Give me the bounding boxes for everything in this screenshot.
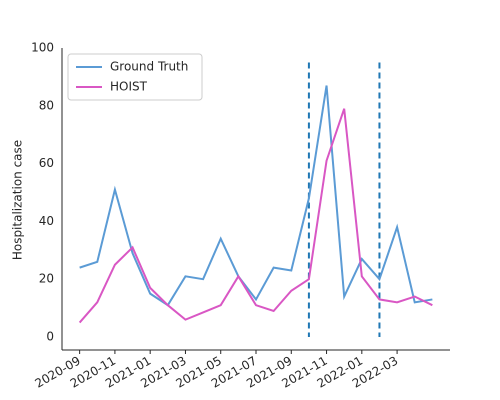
y-tick-label: 60: [39, 156, 54, 170]
y-tick-label: 0: [46, 329, 54, 343]
y-tick-label: 100: [31, 41, 54, 55]
y-tick-label: 20: [39, 272, 54, 286]
y-tick-label: 40: [39, 214, 54, 228]
data-line: [78, 108, 433, 324]
data-line: [79, 85, 433, 307]
y-tick-label: 80: [39, 98, 54, 112]
legend-box: [67, 53, 203, 101]
y-axis-label: Hospitalization case: [11, 140, 25, 260]
legend-label: Ground Truth: [110, 60, 188, 74]
legend-label: HOIST: [110, 80, 148, 94]
